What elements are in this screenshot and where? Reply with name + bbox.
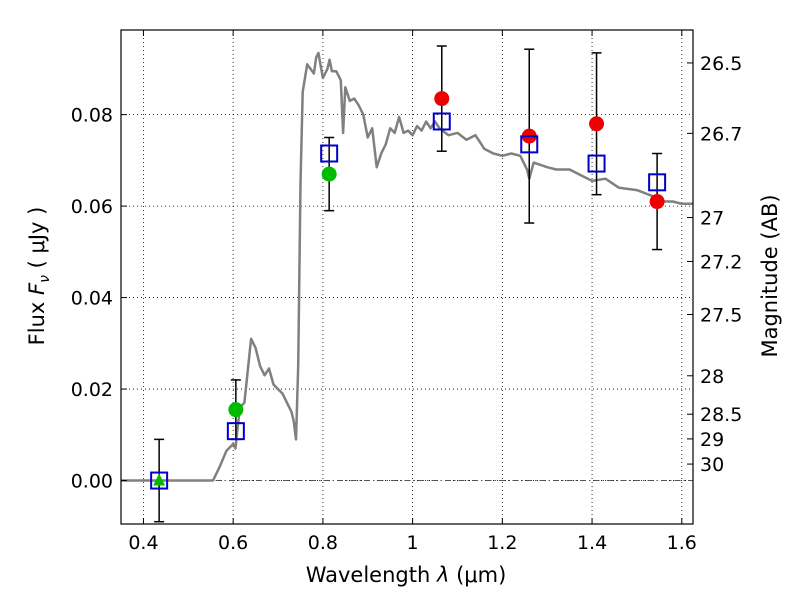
- observed-point: [589, 116, 605, 132]
- observed-point-triangle: [153, 473, 166, 486]
- magnitude-tick-label: 27.2: [700, 251, 742, 273]
- x-tick-label: 0.4: [128, 532, 158, 554]
- y-tick-label: 0.04: [71, 288, 113, 310]
- x-tick-label: 0.8: [308, 532, 338, 554]
- plot-frame: [120, 29, 694, 525]
- x-tick-label: 0.6: [218, 532, 248, 554]
- x-axis-label: Wavelength λ (μm): [306, 563, 507, 587]
- magnitude-tick-label: 26.5: [700, 53, 742, 75]
- magnitude-tick-label: 27: [700, 208, 724, 230]
- magnitude-tick-label: 28.5: [700, 404, 742, 426]
- magnitude-tick-label: 28: [700, 366, 724, 388]
- right-axis-label: Magnitude (AB): [758, 194, 782, 357]
- model-photometry-boxes: [150, 112, 667, 490]
- model-photometry-box: [587, 154, 606, 173]
- axis-ticks: 0.4 0.6 0.8 1 1.2 1.4 1.6 0.00 0.02 0.04 0.06 0.08 2…: [71, 30, 742, 554]
- model-photometry-box: [432, 112, 451, 131]
- x-tick-label: 1.4: [577, 532, 607, 554]
- y-tick-label: 0.02: [71, 379, 113, 401]
- y-tick-label: 0.06: [71, 196, 113, 218]
- model-spectrum-line: [121, 51, 693, 482]
- magnitude-tick-label: 27.5: [700, 305, 742, 327]
- y-axis-label: Flux Fν ( μJy ): [25, 207, 53, 346]
- model-photometry-box: [320, 144, 339, 163]
- x-tick-label: 1.2: [487, 532, 517, 554]
- model-photometry-box: [150, 471, 169, 490]
- magnitude-tick-label: 29: [700, 429, 724, 451]
- model-photometry-box: [648, 173, 667, 192]
- observed-point: [321, 166, 337, 182]
- x-tick-label: 1.6: [667, 532, 697, 554]
- observed-points: [153, 91, 665, 486]
- model-photometry-box: [520, 135, 539, 154]
- observed-point: [228, 402, 244, 418]
- magnitude-tick-label: 26.7: [700, 123, 742, 145]
- observed-point: [434, 91, 450, 107]
- y-tick-label: 0.00: [71, 471, 113, 493]
- y-tick-label: 0.08: [71, 105, 113, 127]
- observed-point: [649, 194, 665, 210]
- x-tick-label: 1: [407, 532, 419, 554]
- magnitude-tick-label: 30: [700, 454, 724, 476]
- model-photometry-box: [226, 422, 245, 441]
